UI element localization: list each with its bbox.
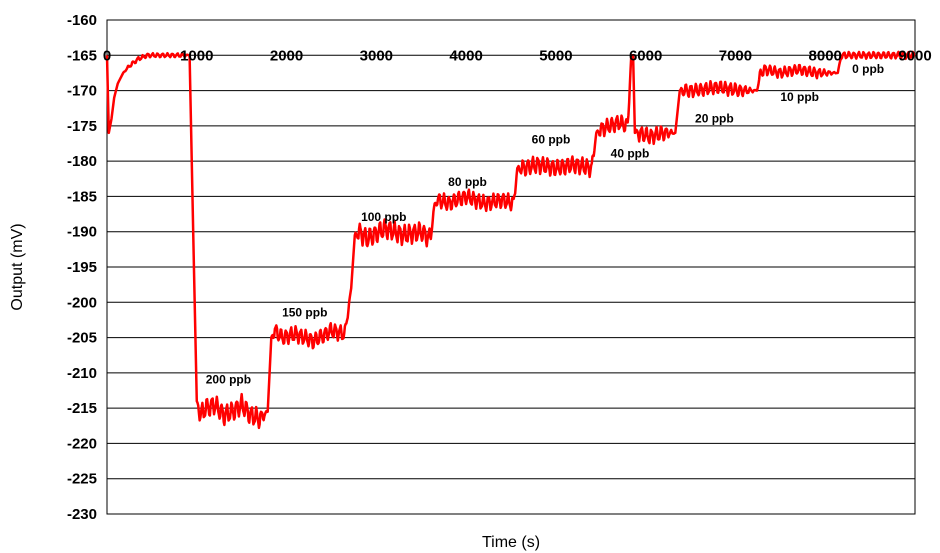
y-tick-label: -230 xyxy=(67,506,97,523)
annotations: 200 ppb 150 ppb 100 ppb 80 ppb 60 ppb 40 ppb 2… xyxy=(206,62,884,387)
y-tick-label: -190 xyxy=(67,224,97,241)
x-tick-label: 0 xyxy=(103,47,111,64)
y-axis-title: Output (mV) xyxy=(9,223,26,310)
annotation-label: 40 ppb xyxy=(611,147,650,161)
y-tick-label: -160 xyxy=(67,12,97,29)
y-tick-label: -210 xyxy=(67,365,97,382)
y-tick-labels: -160 -165 -170 -175 -180 -185 -190 -195 -200 -205… xyxy=(67,12,97,523)
y-tick-label: -200 xyxy=(67,294,97,311)
annotation-label: 20 ppb xyxy=(695,111,734,125)
annotation-label: 0 ppb xyxy=(852,62,884,76)
y-tick-label: -220 xyxy=(67,435,97,452)
annotation-label: 10 ppb xyxy=(780,90,819,104)
annotation-label: 60 ppb xyxy=(532,133,571,147)
x-tick-label: 5000 xyxy=(539,47,572,64)
y-tick-label: -185 xyxy=(67,188,97,205)
plot-area-frame xyxy=(106,19,916,515)
y-tick-label: -225 xyxy=(67,471,97,488)
y-tick-label: -165 xyxy=(67,47,97,64)
series-layer xyxy=(105,50,916,430)
x-tick-label: 4000 xyxy=(449,47,482,64)
annotation-label: 100 ppb xyxy=(361,210,406,224)
y-tick-label: -175 xyxy=(67,118,97,135)
x-tick-label: 9000 xyxy=(898,47,931,64)
x-axis-title: Time (s) xyxy=(482,534,540,551)
x-tick-label: 7000 xyxy=(719,47,752,64)
x-tick-label: 6000 xyxy=(629,47,662,64)
annotation-label: 150 ppb xyxy=(282,305,327,319)
annotation-label: 200 ppb xyxy=(206,372,251,386)
y-tick-label: -195 xyxy=(67,259,97,276)
y-tick-label: -180 xyxy=(67,153,97,170)
x-tick-label: 3000 xyxy=(360,47,393,64)
x-tick-label: 1000 xyxy=(180,47,213,64)
y-tick-label: -170 xyxy=(67,83,97,100)
x-tick-labels: 0 1000 2000 3000 4000 5000 6000 7000 8000 9000 xyxy=(103,47,932,64)
series-line-0 xyxy=(105,50,916,430)
annotation-label: 80 ppb xyxy=(448,175,487,189)
x-tick-label: 2000 xyxy=(270,47,303,64)
x-tick-label: 8000 xyxy=(809,47,842,64)
y-tick-label: -205 xyxy=(67,330,97,347)
y-tick-label: -215 xyxy=(67,400,97,417)
